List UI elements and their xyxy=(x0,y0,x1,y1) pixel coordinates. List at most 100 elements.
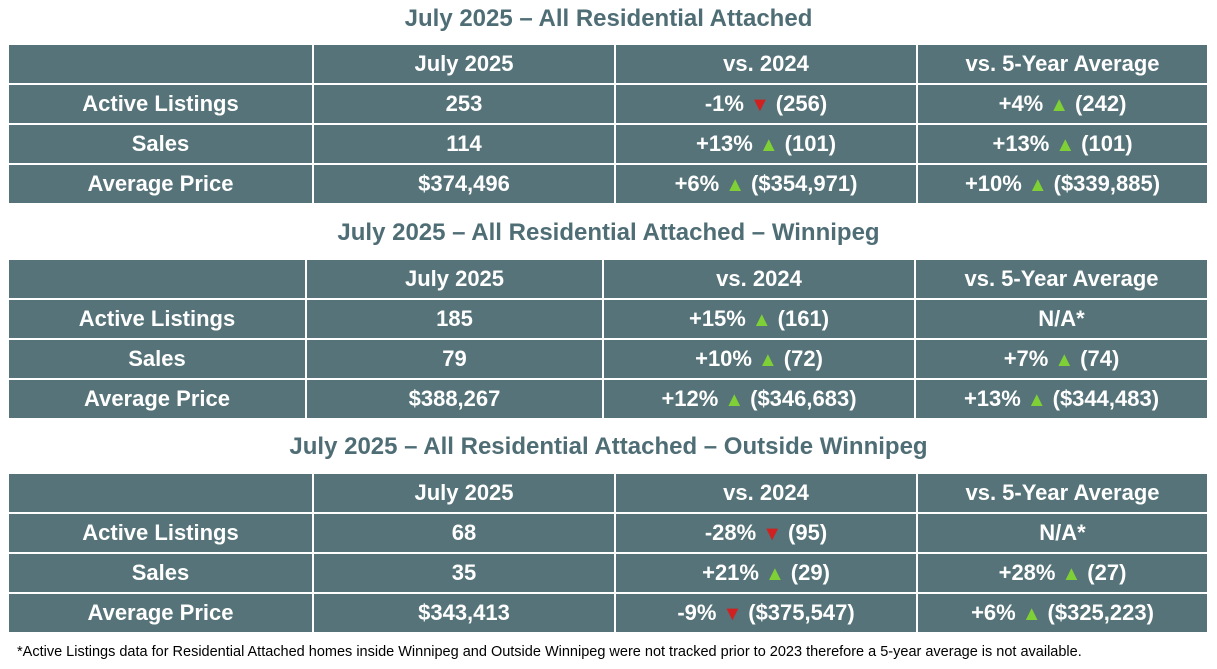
prior-value: ($344,483) xyxy=(1052,386,1160,411)
prior-value: (27) xyxy=(1087,560,1127,585)
trend-up-icon: ▲ xyxy=(725,174,746,196)
trend-up-icon: ▲ xyxy=(1054,349,1075,371)
vs-5yr-cell: +6% ▲ ($325,223) xyxy=(917,593,1207,632)
prior-value: (29) xyxy=(790,560,830,585)
header-corner xyxy=(9,45,314,85)
pct-change: +10% xyxy=(964,171,1022,196)
row-label: Average Price xyxy=(9,593,314,632)
vs-5yr-cell: +13% ▲ ($344,483) xyxy=(915,379,1207,418)
trend-down-icon: ▼ xyxy=(762,523,783,545)
vs-5yr-cell: N/A* xyxy=(917,513,1207,554)
trend-down-icon: ▼ xyxy=(749,94,770,116)
table-row: Sales 35 +21% ▲ (29) +28% ▲ (27) xyxy=(9,553,1207,594)
pct-change: +13% xyxy=(963,386,1021,411)
header-vs-2024: vs. 2024 xyxy=(603,260,916,300)
table-row: Average Price $374,496 +6% ▲ ($354,971) +1… xyxy=(9,164,1207,203)
trend-up-icon: ▲ xyxy=(758,134,779,156)
trend-up-icon: ▲ xyxy=(757,349,778,371)
prior-value: (72) xyxy=(783,346,823,371)
table-row: Average Price $343,413 -9% ▼ ($375,547) +6… xyxy=(9,593,1207,632)
current-value: $343,413 xyxy=(313,593,616,632)
prior-value: ($346,683) xyxy=(750,386,857,411)
trend-up-icon: ▲ xyxy=(1055,134,1076,156)
vs-5yr-cell: +7% ▲ (74) xyxy=(915,339,1207,380)
vs-2024-cell: +6% ▲ ($354,971) xyxy=(615,164,918,203)
pct-change: +4% xyxy=(998,91,1044,116)
pct-change: +21% xyxy=(702,560,759,585)
pct-change: -28% xyxy=(704,520,757,545)
pct-change: +7% xyxy=(1003,346,1049,371)
table-row: Sales 79 +10% ▲ (72) +7% ▲ (74) xyxy=(9,339,1207,380)
section-title-all: July 2025 – All Residential Attached xyxy=(404,5,813,32)
prior-value: ($375,547) xyxy=(748,600,855,625)
header-corner xyxy=(9,260,307,300)
header-row: July 2025 vs. 2024 vs. 5-Year Average xyxy=(9,474,1207,514)
vs-2024-cell: +13% ▲ (101) xyxy=(615,124,918,165)
pct-change: -9% xyxy=(677,600,717,625)
section-title-outside-winnipeg: July 2025 – All Residential Attached – O… xyxy=(289,433,928,460)
pct-change: +12% xyxy=(661,386,719,411)
trend-down-icon: ▼ xyxy=(722,603,743,625)
header-vs-2024: vs. 2024 xyxy=(615,45,918,85)
prior-value: (74) xyxy=(1080,346,1120,371)
current-value: $388,267 xyxy=(306,379,604,418)
header-vs-5yr: vs. 5-Year Average xyxy=(917,45,1207,85)
prior-value: (95) xyxy=(788,520,828,545)
stats-table-outside-winnipeg: July 2025 vs. 2024 vs. 5-Year Average Ac… xyxy=(9,474,1207,632)
current-value: 253 xyxy=(313,84,616,125)
trend-up-icon: ▲ xyxy=(1027,174,1048,196)
trend-up-icon: ▲ xyxy=(1061,563,1082,585)
table-row: Sales 114 +13% ▲ (101) +13% ▲ (101) xyxy=(9,124,1207,165)
pct-change: +13% xyxy=(695,131,753,156)
row-label: Average Price xyxy=(9,164,314,203)
vs-2024-cell: +21% ▲ (29) xyxy=(615,553,918,594)
current-value: 114 xyxy=(313,124,616,165)
current-value: 68 xyxy=(313,513,616,554)
pct-change: +15% xyxy=(688,306,746,331)
trend-up-icon: ▲ xyxy=(1049,94,1070,116)
trend-up-icon: ▲ xyxy=(1021,603,1042,625)
pct-change: -1% xyxy=(704,91,744,116)
prior-value: (101) xyxy=(784,131,837,156)
pct-change: +6% xyxy=(674,171,720,196)
row-label: Active Listings xyxy=(9,84,314,125)
header-vs-2024: vs. 2024 xyxy=(615,474,918,514)
prior-value: ($354,971) xyxy=(751,171,858,196)
section-title-winnipeg: July 2025 – All Residential Attached – W… xyxy=(337,219,880,246)
table-row: Average Price $388,267 +12% ▲ ($346,683) +… xyxy=(9,379,1207,418)
table-row: Active Listings 185 +15% ▲ (161) N/A* xyxy=(9,299,1207,340)
current-value: 79 xyxy=(306,339,604,380)
vs-5yr-cell: N/A* xyxy=(915,299,1207,340)
current-value: 35 xyxy=(313,553,616,594)
prior-value: (161) xyxy=(777,306,830,331)
pct-change: +28% xyxy=(998,560,1056,585)
prior-value: ($339,885) xyxy=(1053,171,1161,196)
vs-2024-cell: +10% ▲ (72) xyxy=(603,339,916,380)
vs-5yr-cell: +10% ▲ ($339,885) xyxy=(917,164,1207,203)
table-row: Active Listings 68 -28% ▼ (95) N/A* xyxy=(9,513,1207,554)
trend-up-icon: ▲ xyxy=(724,389,745,411)
table-row: Active Listings 253 -1% ▼ (256) +4% ▲ (242) xyxy=(9,84,1207,125)
trend-up-icon: ▲ xyxy=(764,563,785,585)
header-corner xyxy=(9,474,314,514)
vs-5yr-cell: +4% ▲ (242) xyxy=(917,84,1207,125)
current-value: 185 xyxy=(306,299,604,340)
row-label: Sales xyxy=(9,124,314,165)
vs-2024-cell: -28% ▼ (95) xyxy=(615,513,918,554)
current-value: $374,496 xyxy=(313,164,616,203)
stats-table-all: July 2025 vs. 2024 vs. 5-Year Average Ac… xyxy=(9,45,1207,203)
row-label: Sales xyxy=(9,339,307,380)
vs-2024-cell: -1% ▼ (256) xyxy=(615,84,918,125)
vs-5yr-cell: +13% ▲ (101) xyxy=(917,124,1207,165)
row-label: Active Listings xyxy=(9,513,314,554)
vs-5yr-cell: +28% ▲ (27) xyxy=(917,553,1207,594)
vs-2024-cell: -9% ▼ ($375,547) xyxy=(615,593,918,632)
header-current: July 2025 xyxy=(313,45,616,85)
prior-value: (256) xyxy=(775,91,828,116)
pct-change: +6% xyxy=(971,600,1016,625)
header-current: July 2025 xyxy=(306,260,604,300)
header-current: July 2025 xyxy=(313,474,616,514)
row-label: Active Listings xyxy=(9,299,307,340)
header-row: July 2025 vs. 2024 vs. 5-Year Average xyxy=(9,260,1207,300)
trend-up-icon: ▲ xyxy=(751,309,772,331)
